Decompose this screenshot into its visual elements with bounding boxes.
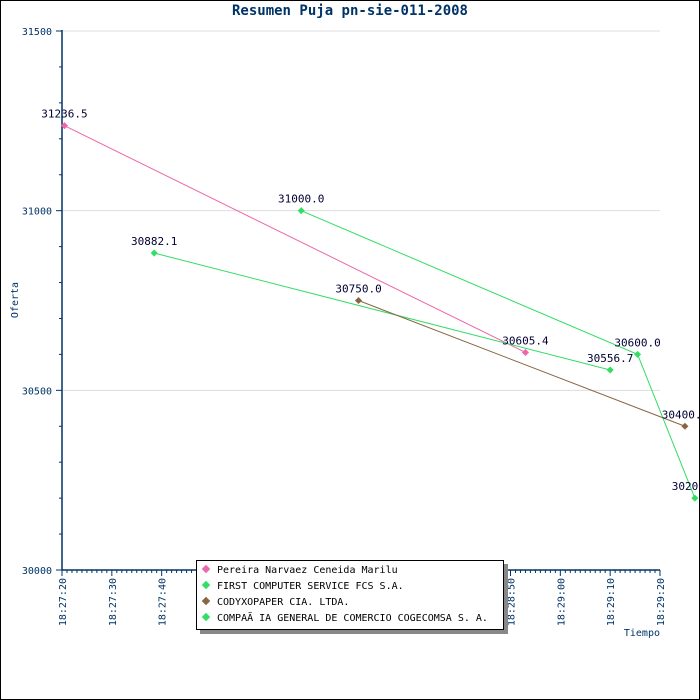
legend-label-1: FIRST COMPUTER SERVICE FCS S.A. bbox=[217, 581, 404, 592]
x-axis-title: Tiempo bbox=[624, 628, 660, 639]
y-tick-label: 30000 bbox=[22, 566, 52, 577]
legend-item-3: COMPAÃ IA GENERAL DE COMERCIO COGECOMSA … bbox=[201, 612, 488, 626]
x-tick-label: 18:29:10 bbox=[606, 578, 617, 626]
data-point bbox=[354, 296, 363, 305]
y-tick-label: 31000 bbox=[22, 207, 52, 218]
y-axis-title: Oferta bbox=[10, 282, 21, 318]
legend-label-3: COMPAÃ IA GENERAL DE COMERCIO COGECOMSA … bbox=[217, 613, 488, 624]
data-point bbox=[681, 422, 689, 430]
x-tick-label: 18:29:20 bbox=[656, 578, 667, 626]
data-point bbox=[606, 366, 614, 374]
series-line-1 bbox=[154, 252, 611, 371]
legend-item-0: Pereira Narvaez Ceneida Marilu bbox=[201, 564, 398, 578]
y-tick-label: 30500 bbox=[22, 386, 52, 397]
data-point bbox=[150, 249, 158, 257]
legend-item-2: CODYXOPAPER CIA. LTDA. bbox=[201, 596, 350, 610]
legend-marker-3 bbox=[201, 612, 211, 622]
legend-label-0: Pereira Narvaez Ceneida Marilu bbox=[217, 565, 398, 576]
data-label: 31000.0 bbox=[278, 193, 324, 206]
series-line-2 bbox=[358, 300, 686, 427]
x-tick-label: 18:27:30 bbox=[108, 578, 119, 626]
data-label: 30605.4 bbox=[502, 334, 549, 347]
legend-label-2: CODYXOPAPER CIA. LTDA. bbox=[217, 597, 350, 608]
data-label: 30400.0 bbox=[662, 408, 700, 421]
x-tick-label: 18:27:20 bbox=[58, 578, 69, 626]
x-tick-label: 18:29:00 bbox=[556, 578, 567, 626]
legend-marker-1 bbox=[201, 580, 211, 590]
data-label: 30200.0 bbox=[672, 480, 700, 493]
data-point bbox=[60, 122, 69, 130]
x-tick-label: 18:28:50 bbox=[507, 578, 518, 626]
data-point bbox=[521, 348, 529, 356]
y-tick-label: 31500 bbox=[22, 27, 52, 38]
data-label: 30882.1 bbox=[131, 235, 177, 248]
data-point bbox=[297, 207, 305, 215]
legend-marker-2 bbox=[201, 596, 211, 606]
data-label: 30600.0 bbox=[614, 336, 660, 349]
data-label: 30750.0 bbox=[335, 283, 381, 296]
data-point bbox=[634, 350, 642, 358]
chart-title: Resumen Puja pn-sie-011-2008 bbox=[231, 3, 468, 19]
data-point bbox=[691, 494, 699, 502]
legend-marker-0 bbox=[201, 564, 211, 574]
x-tick-label: 18:27:40 bbox=[158, 578, 169, 626]
data-label: 31236.5 bbox=[41, 108, 87, 121]
legend: Pereira Narvaez Ceneida Marilu FIRST COM… bbox=[196, 560, 504, 630]
legend-item-1: FIRST COMPUTER SERVICE FCS S.A. bbox=[201, 580, 404, 594]
series-line-0 bbox=[64, 125, 526, 353]
data-label: 30556.7 bbox=[587, 352, 633, 365]
